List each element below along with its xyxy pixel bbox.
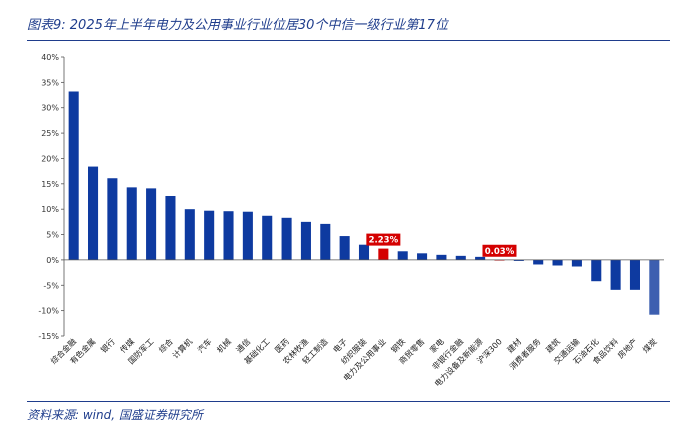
data-label: 2.23%	[369, 236, 399, 246]
bar	[146, 188, 157, 260]
y-tick-label: 35%	[41, 78, 59, 87]
bar	[397, 251, 408, 260]
bar	[88, 166, 99, 260]
y-tick-label: 0%	[46, 256, 59, 265]
bar	[242, 211, 253, 260]
bar	[223, 211, 234, 260]
y-tick-label: 15%	[41, 180, 59, 189]
y-tick-label: 10%	[41, 205, 59, 214]
data-label: 0.03%	[485, 247, 515, 257]
y-tick-label: 5%	[46, 231, 59, 240]
data-label-box	[366, 233, 401, 246]
bar	[107, 178, 118, 260]
bar	[610, 259, 621, 290]
data-labels: 2.23% 0.03%	[366, 233, 517, 257]
category-label: 房地产	[615, 336, 639, 360]
y-tick-label: 30%	[41, 104, 59, 113]
bar	[339, 236, 350, 260]
bar	[455, 255, 466, 260]
y-tick-label: -10%	[38, 307, 59, 316]
category-label: 银行	[98, 336, 116, 354]
bar	[262, 215, 273, 260]
title-divider	[27, 40, 670, 41]
bars	[68, 91, 660, 315]
y-tick-label: -5%	[43, 281, 59, 290]
bar	[475, 256, 486, 260]
bar	[629, 259, 640, 290]
footer-divider	[27, 401, 670, 402]
category-label: 煤炭	[640, 336, 658, 354]
category-label: 计算机	[170, 336, 194, 360]
bar	[417, 253, 428, 260]
bar	[552, 259, 563, 266]
bar	[300, 221, 311, 260]
bar	[436, 254, 447, 260]
bar	[165, 195, 176, 260]
source-note: 资料来源: wind, 国盛证券研究所	[27, 408, 203, 422]
bar	[513, 259, 524, 261]
bar	[184, 209, 195, 260]
bar	[358, 244, 370, 260]
data-label-box	[482, 244, 517, 257]
bar	[378, 248, 389, 260]
bar	[591, 259, 602, 282]
chart-title: 图表9: 2025年上半年电力及公用事业行业位居30个中信一级行业第17位	[27, 18, 448, 33]
bar	[68, 91, 79, 260]
bar	[126, 187, 137, 260]
bar	[281, 217, 292, 260]
bar	[533, 259, 544, 265]
y-axis: -15% -10% -5% 0% 5% 10% 15% 20% 25% 30% 35% 40%	[38, 53, 65, 341]
y-tick-label: 40%	[41, 53, 59, 62]
category-label: 汽车	[195, 336, 213, 354]
y-tick-label: 25%	[41, 129, 59, 138]
y-tick-label: -15%	[38, 332, 59, 341]
bar-chart: -15% -10% -5% 0% 5% 10% 15% 20% 25% 30% 35% 40% 综合金…	[38, 53, 664, 389]
bar	[204, 210, 215, 260]
category-label: 机械	[215, 336, 233, 354]
y-tick-label: 20%	[41, 154, 59, 163]
bar	[571, 259, 582, 267]
bar	[320, 223, 331, 260]
bar	[649, 259, 660, 315]
